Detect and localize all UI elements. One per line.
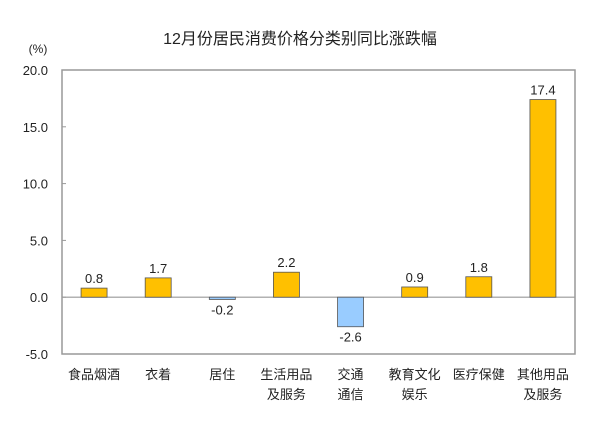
- bar: [273, 271, 300, 298]
- x-tick-label: 及服务: [523, 387, 562, 402]
- plot-frame: [61, 69, 576, 355]
- bar: [337, 296, 364, 328]
- bar: [465, 276, 493, 298]
- data-label: 0.9: [406, 270, 424, 285]
- data-label: -2.6: [339, 330, 361, 345]
- y-tick-label: 10.0: [23, 177, 48, 192]
- bar: [144, 277, 172, 298]
- data-label: 1.7: [149, 261, 167, 276]
- chart-title: 12月份居民消费价格分类别同比涨跌幅: [163, 30, 437, 48]
- x-tick-label: 教育文化: [389, 367, 441, 382]
- data-label: 1.8: [470, 260, 488, 275]
- x-tick-label: 通信: [338, 387, 364, 402]
- x-tick-label: 及服务: [267, 387, 306, 402]
- bar: [208, 296, 236, 300]
- y-axis-unit: (%): [29, 42, 48, 56]
- bar: [529, 99, 557, 298]
- x-tick-label: 娱乐: [402, 387, 428, 402]
- x-tick-label: 生活用品: [260, 367, 312, 382]
- y-tick-label: 0.0: [30, 290, 48, 305]
- y-tick-label: 15.0: [23, 120, 48, 135]
- x-tick-label: 衣着: [145, 367, 171, 382]
- data-label: 0.8: [85, 271, 103, 286]
- data-label: 17.4: [530, 83, 555, 98]
- bar: [80, 287, 108, 298]
- data-label: 2.2: [277, 255, 295, 270]
- y-tick-label: -5.0: [26, 347, 48, 362]
- data-label: -0.2: [211, 302, 233, 317]
- y-tick-label: 5.0: [30, 233, 48, 248]
- x-tick-label: 居住: [209, 367, 235, 382]
- x-tick-label: 交通: [338, 367, 364, 382]
- bar: [401, 286, 429, 298]
- x-tick-label: 医疗保健: [453, 367, 505, 382]
- y-tick-label: 20.0: [23, 63, 48, 78]
- x-tick-label: 其他用品: [517, 367, 569, 382]
- x-tick-label: 食品烟酒: [68, 367, 120, 382]
